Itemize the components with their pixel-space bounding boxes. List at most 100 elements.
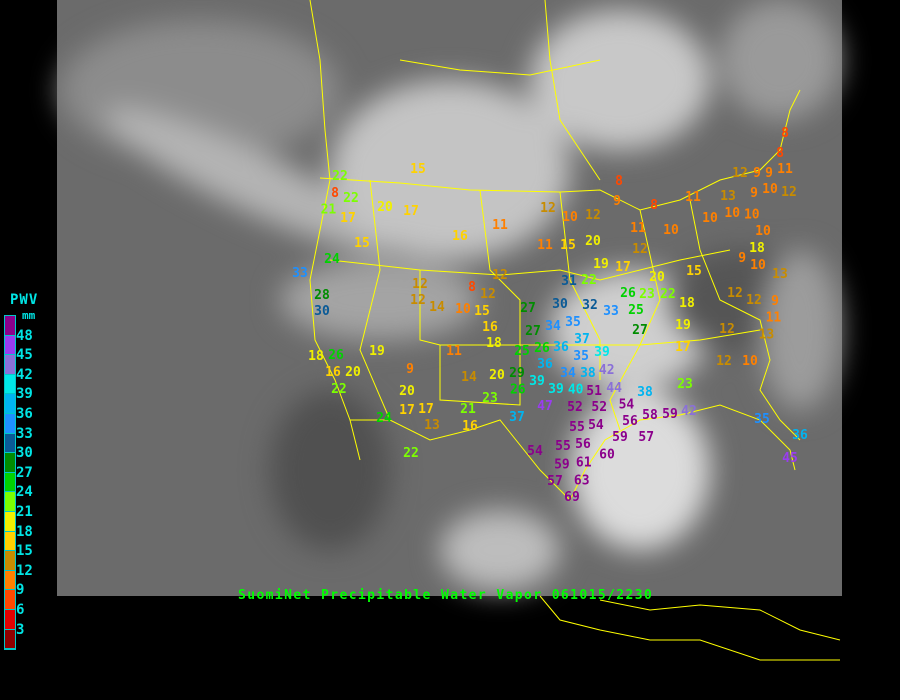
station-pwv-value: 16 bbox=[325, 365, 341, 380]
station-pwv-value: 12 bbox=[746, 293, 762, 308]
station-pwv-value: 24 bbox=[324, 252, 340, 267]
station-pwv-value: 9 bbox=[753, 166, 761, 181]
legend-swatch bbox=[5, 551, 15, 571]
station-pwv-value: 8 bbox=[331, 186, 339, 201]
station-pwv-value: 12 bbox=[492, 268, 508, 283]
station-pwv-value: 16 bbox=[452, 229, 468, 244]
station-pwv-value: 27 bbox=[525, 324, 541, 339]
station-pwv-value: 10 bbox=[742, 354, 758, 369]
station-pwv-value: 12 bbox=[719, 322, 735, 337]
station-pwv-value: 33 bbox=[292, 266, 308, 281]
station-pwv-value: 34 bbox=[560, 366, 576, 381]
station-pwv-value: 45 bbox=[782, 451, 798, 466]
legend-swatch bbox=[5, 609, 15, 630]
legend-label: 36 bbox=[16, 406, 33, 422]
station-pwv-value: 36 bbox=[553, 340, 569, 355]
station-pwv-value: 15 bbox=[410, 162, 426, 177]
station-pwv-value: 10 bbox=[663, 223, 679, 238]
station-pwv-value: 25 bbox=[628, 303, 644, 318]
legend-swatch bbox=[5, 316, 15, 336]
station-pwv-value: 54 bbox=[588, 418, 604, 433]
station-pwv-value: 38 bbox=[637, 385, 653, 400]
station-pwv-value: 37 bbox=[574, 332, 590, 347]
station-pwv-value: 31 bbox=[561, 274, 577, 289]
station-pwv-value: 12 bbox=[632, 242, 648, 257]
station-pwv-value: 12 bbox=[727, 286, 743, 301]
legend-label: 18 bbox=[16, 523, 33, 540]
station-pwv-value: 20 bbox=[377, 200, 393, 215]
station-pwv-value: 51 bbox=[586, 384, 602, 399]
station-pwv-value: 15 bbox=[474, 304, 490, 319]
station-pwv-value: 14 bbox=[461, 370, 477, 385]
station-pwv-value: 10 bbox=[562, 210, 578, 225]
station-pwv-value: 10 bbox=[744, 208, 760, 223]
station-pwv-value: 10 bbox=[750, 258, 766, 273]
station-pwv-value: 39 bbox=[529, 374, 545, 389]
station-pwv-value: 30 bbox=[314, 304, 330, 319]
station-pwv-value: 20 bbox=[489, 368, 505, 383]
station-pwv-value: 59 bbox=[554, 457, 570, 472]
station-pwv-value: 10 bbox=[455, 302, 471, 317]
station-pwv-value: 35 bbox=[754, 412, 770, 427]
legend-title: PWV bbox=[10, 292, 39, 308]
station-pwv-value: 44 bbox=[606, 381, 622, 396]
legend-label: 42 bbox=[16, 366, 33, 383]
legend-swatch bbox=[5, 511, 15, 532]
station-pwv-value: 9 bbox=[738, 251, 746, 266]
legend-swatch bbox=[5, 472, 15, 493]
station-pwv-value: 11 bbox=[685, 190, 701, 205]
station-pwv-value: 23 bbox=[639, 287, 655, 302]
station-pwv-value: 60 bbox=[599, 448, 615, 463]
legend-label: 27 bbox=[16, 464, 33, 481]
station-pwv-value: 26 bbox=[620, 286, 636, 301]
legend-swatch bbox=[5, 590, 15, 610]
station-pwv-value: 19 bbox=[369, 344, 385, 359]
legend-label: 9 bbox=[16, 582, 25, 599]
station-pwv-value: 13 bbox=[759, 327, 775, 342]
station-pwv-value: 26 bbox=[510, 383, 526, 398]
station-pwv-value: 16 bbox=[462, 419, 478, 434]
station-pwv-value: 34 bbox=[545, 319, 561, 334]
station-pwv-value: 35 bbox=[565, 315, 581, 330]
station-pwv-value: 28 bbox=[314, 288, 330, 303]
station-pwv-value: 18 bbox=[486, 336, 502, 351]
station-pwv-value: 22 bbox=[581, 273, 597, 288]
legend-label: 21 bbox=[16, 504, 33, 520]
station-pwv-value: 19 bbox=[675, 318, 691, 333]
station-pwv-value: 13 bbox=[424, 418, 440, 433]
station-pwv-value: 59 bbox=[662, 407, 678, 422]
station-pwv-value: 69 bbox=[564, 490, 580, 505]
station-pwv-value: 20 bbox=[649, 270, 665, 285]
legend-swatch bbox=[5, 492, 15, 512]
station-pwv-value: 35 bbox=[573, 349, 589, 364]
legend-unit: mm bbox=[22, 309, 36, 322]
station-pwv-value: 47 bbox=[537, 399, 553, 414]
station-pwv-value: 17 bbox=[418, 402, 434, 417]
station-pwv-value: 17 bbox=[615, 260, 631, 275]
station-pwv-value: 29 bbox=[509, 366, 525, 381]
legend-label: 3 bbox=[16, 621, 25, 638]
station-pwv-value: 54 bbox=[527, 444, 543, 459]
legend-swatch bbox=[5, 374, 15, 395]
station-pwv-value: 9 bbox=[613, 194, 621, 209]
station-pwv-value: 12 bbox=[781, 185, 797, 200]
station-pwv-value: 61 bbox=[576, 456, 592, 471]
station-pwv-value: 58 bbox=[642, 408, 658, 423]
station-pwv-value: 20 bbox=[399, 384, 415, 399]
legend-swatch bbox=[5, 570, 15, 591]
legend-label: 15 bbox=[16, 543, 33, 560]
station-pwv-value: 39 bbox=[594, 345, 610, 360]
legend-label: 30 bbox=[16, 445, 33, 462]
station-pwv-value: 22 bbox=[343, 191, 359, 206]
station-pwv-value: 22 bbox=[332, 169, 348, 184]
station-pwv-value: 25 bbox=[514, 344, 530, 359]
station-pwv-value: 11 bbox=[630, 221, 646, 236]
station-pwv-value: 10 bbox=[702, 211, 718, 226]
station-pwv-value: 36 bbox=[792, 428, 808, 443]
station-pwv-value: 24 bbox=[376, 411, 392, 426]
station-pwv-value: 55 bbox=[555, 439, 571, 454]
station-pwv-value: 11 bbox=[537, 238, 553, 253]
station-pwv-value: 52 bbox=[567, 400, 583, 415]
legend-label: 6 bbox=[16, 602, 25, 618]
